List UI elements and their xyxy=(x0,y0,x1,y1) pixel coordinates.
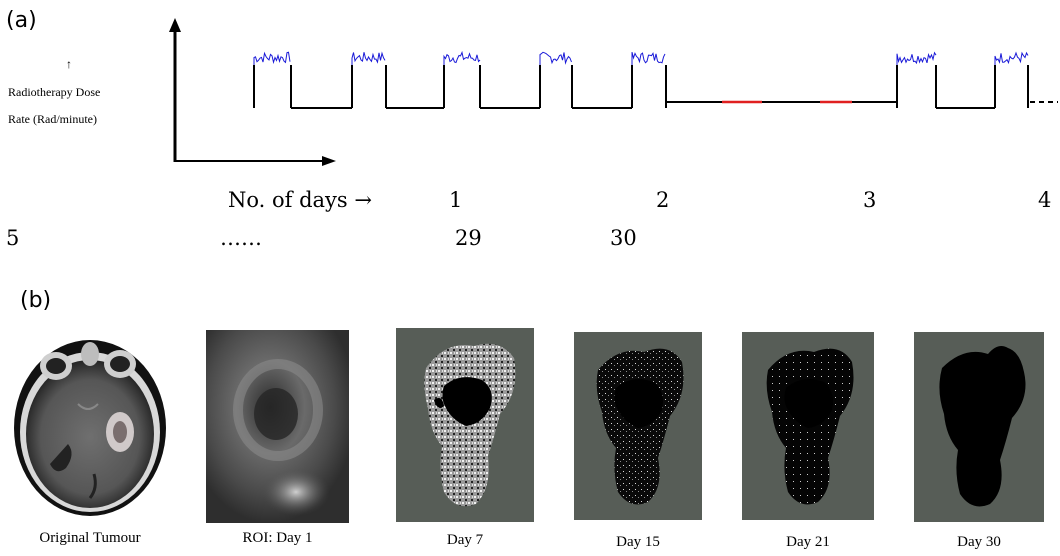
day-row2-5: 5 xyxy=(6,226,20,250)
day-tick-1: 1 xyxy=(449,188,463,212)
pulse-noise-3 xyxy=(443,50,481,65)
day30-segmented-image xyxy=(914,332,1044,522)
pulse-noise-1 xyxy=(253,51,291,65)
dose-schedule-diagram xyxy=(169,18,1058,166)
day-row2-29: 29 xyxy=(455,226,482,250)
dose-waveform xyxy=(253,50,1058,109)
pulse-noise-7 xyxy=(994,51,1029,65)
day-tick-4: 4 xyxy=(1038,188,1052,212)
day-tick-2: 2 xyxy=(656,188,670,212)
caption-day21: Day 21 xyxy=(786,534,830,550)
pulse-noise-5 xyxy=(631,51,666,65)
y-axis-label-line2: Rate (Rad/minute) xyxy=(8,112,97,126)
day-row2-ellipsis: …… xyxy=(220,226,262,250)
y-axis-arrowhead xyxy=(169,18,181,32)
original-tumour-image xyxy=(8,324,172,520)
caption-day15: Day 15 xyxy=(616,534,660,550)
y-axis-label-line1: Radiotherapy Dose xyxy=(8,85,101,99)
pulse-noise-4 xyxy=(539,51,572,65)
caption-roi-day1: ROI: Day 1 xyxy=(242,530,313,546)
day15-segmented-image xyxy=(574,332,702,520)
x-axis-arrowhead xyxy=(322,156,336,166)
y-axis-arrow: ↑ xyxy=(66,57,72,71)
caption-original-tumour: Original Tumour xyxy=(39,530,141,546)
pulse-noise-6 xyxy=(896,51,937,65)
x-axis-caption: No. of days → xyxy=(228,188,372,212)
panel-a-label: (a) xyxy=(6,8,37,33)
caption-day30: Day 30 xyxy=(957,534,1001,550)
roi-day1-image xyxy=(206,330,349,523)
caption-day7: Day 7 xyxy=(446,532,484,548)
panel-b-label: (b) xyxy=(20,288,52,313)
day-row2-30: 30 xyxy=(610,226,637,250)
day21-segmented-image xyxy=(742,332,874,520)
day-tick-3: 3 xyxy=(863,188,877,212)
pulse-noise-2 xyxy=(351,51,386,65)
day7-segmented-image xyxy=(396,328,534,522)
